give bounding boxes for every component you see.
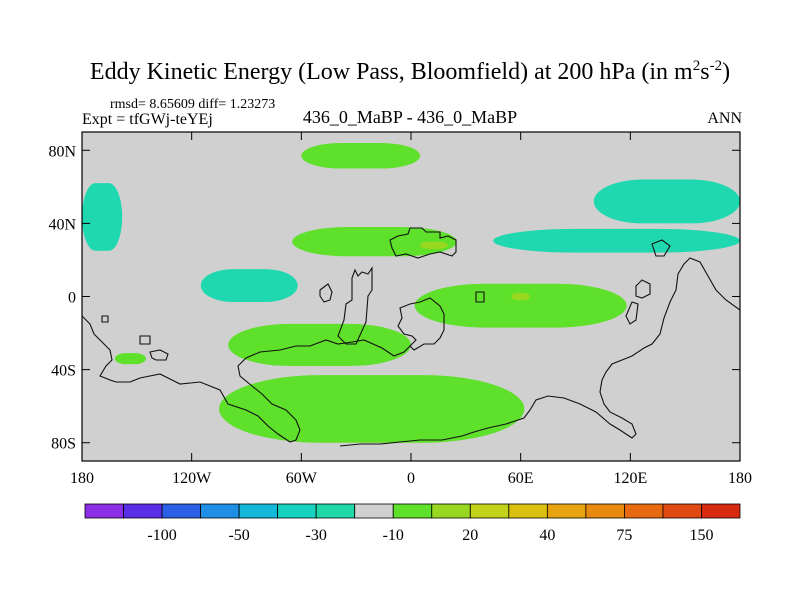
colorbar-label: 40 — [539, 527, 555, 544]
season-label: ANN — [707, 110, 742, 127]
x-tick-label: 180 — [70, 470, 94, 487]
x-tick-label: 60E — [508, 470, 534, 487]
colorbar-swatch — [701, 503, 741, 519]
region-11 — [511, 292, 530, 301]
region-2 — [292, 227, 457, 257]
colorbar-label: 75 — [616, 527, 632, 544]
region-6 — [414, 283, 627, 328]
colorbar-swatch — [469, 503, 510, 519]
colorbar-swatch — [431, 503, 471, 519]
region-5 — [493, 228, 740, 253]
x-tick-label: 120W — [172, 470, 212, 487]
colorbar-swatch — [624, 503, 664, 519]
x-tick-label: 180 — [728, 470, 752, 487]
colorbar-swatch — [354, 503, 394, 519]
colorbar-swatch — [508, 503, 548, 519]
colorbar-swatch — [315, 503, 356, 519]
experiment-label: Expt = tfGWj-teYEj — [82, 111, 213, 128]
y-tick-label: 40S — [51, 363, 76, 380]
y-tick-label: 80N — [48, 143, 76, 160]
comparison-label: 436_0_MaBP - 436_0_MaBP — [302, 107, 518, 127]
coastline — [82, 227, 740, 447]
region-3 — [200, 269, 298, 302]
colorbar-label: -30 — [306, 527, 327, 544]
chart-title: Eddy Kinetic Energy (Low Pass, Bloomfiel… — [89, 58, 731, 85]
region-9 — [114, 353, 146, 365]
region-4 — [593, 179, 740, 224]
colorbar-swatch — [392, 503, 433, 519]
region-8 — [219, 375, 525, 443]
region-7 — [228, 323, 411, 366]
region-0 — [301, 142, 421, 169]
colorbar-label: -50 — [228, 527, 249, 544]
colorbar-label: -10 — [383, 527, 404, 544]
colorbar-label: 20 — [462, 527, 478, 544]
region-1 — [82, 183, 123, 251]
colorbar-swatch — [662, 503, 702, 519]
colorbar-swatch — [123, 503, 163, 519]
region-10 — [420, 241, 448, 249]
colorbar-swatch — [200, 503, 240, 519]
x-tick-label: 120E — [613, 470, 647, 487]
colorbar-swatch — [84, 503, 124, 519]
colorbar-swatch — [585, 503, 625, 519]
y-tick-label: 80S — [51, 436, 76, 453]
colorbar-label: -100 — [147, 527, 176, 544]
stats-label: rmsd= 8.65609 diff= 1.23273 — [110, 97, 276, 112]
colorbar: -100 -50 -30 -10 20 40 75 150 — [84, 503, 741, 544]
y-tick-label: 0 — [68, 290, 76, 307]
colorbar-swatch — [277, 503, 317, 519]
x-tick-label: 0 — [407, 470, 415, 487]
colorbar-swatch — [546, 503, 587, 519]
colorbar-label: 150 — [689, 527, 713, 544]
colorbar-swatch — [238, 503, 279, 519]
y-tick-label: 40N — [48, 216, 76, 233]
x-tick-label: 60W — [286, 470, 318, 487]
colorbar-swatch — [161, 503, 201, 519]
